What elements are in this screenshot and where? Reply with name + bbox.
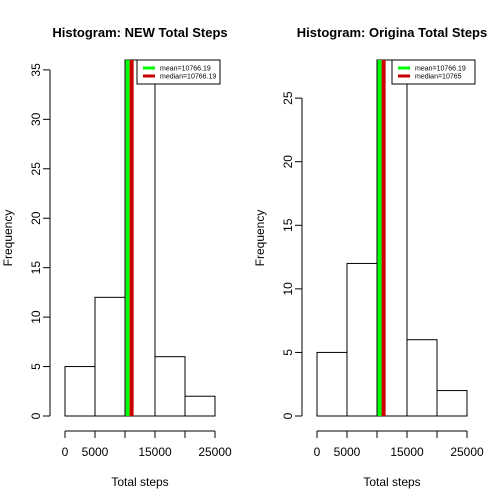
chart-panel-1: Histogram: NEW Total Steps 0 5000 15000 2500… bbox=[1, 25, 232, 489]
chart-title: Histogram: NEW Total Steps bbox=[52, 25, 227, 40]
y-tick-label: 25 bbox=[29, 162, 43, 176]
chart-panel-2: Histogram: Origina Total Steps 0 5000 15000… bbox=[253, 25, 487, 489]
y-tick-label: 25 bbox=[281, 91, 295, 105]
y-tick-label: 5 bbox=[281, 349, 295, 356]
histogram-bar bbox=[184, 395, 216, 417]
x-axis-label: Total steps bbox=[111, 475, 168, 489]
legend-box bbox=[136, 59, 221, 85]
y-tick-label: 20 bbox=[281, 155, 295, 169]
x-tick-label: 15000 bbox=[138, 445, 172, 459]
x-axis-label: Total steps bbox=[363, 475, 420, 489]
histogram-bar bbox=[406, 339, 438, 417]
y-tick-label: 35 bbox=[29, 63, 43, 77]
y-tick-label: 0 bbox=[29, 412, 43, 419]
histogram-bar bbox=[436, 390, 468, 417]
histogram-bar bbox=[64, 366, 96, 417]
x-tick-label: 5000 bbox=[82, 445, 109, 459]
chart-title: Histogram: Origina Total Steps bbox=[297, 25, 487, 40]
y-tick-label: 15 bbox=[281, 218, 295, 232]
legend-label: mean=10766.19 bbox=[160, 66, 211, 73]
y-axis-label: Frequency bbox=[253, 210, 267, 267]
histogram-bar bbox=[94, 296, 126, 417]
x-tick-label: 5000 bbox=[334, 445, 361, 459]
legend-label: median=10765 bbox=[415, 74, 462, 81]
y-tick-label: 10 bbox=[29, 310, 43, 324]
x-tick-label: 25000 bbox=[198, 445, 232, 459]
y-tick-label: 10 bbox=[281, 282, 295, 296]
y-tick-label: 30 bbox=[29, 112, 43, 126]
x-tick-label: 0 bbox=[62, 445, 69, 459]
y-tick-label: 15 bbox=[29, 261, 43, 275]
x-tick-label: 25000 bbox=[450, 445, 484, 459]
legend-label: median=10766.19 bbox=[160, 74, 216, 81]
y-axis-label: Frequency bbox=[1, 210, 15, 267]
x-tick-label: 0 bbox=[314, 445, 321, 459]
histogram-bar bbox=[346, 262, 378, 417]
x-tick-label: 15000 bbox=[390, 445, 424, 459]
histogram-bar bbox=[154, 356, 186, 417]
legend-label: mean=10766.19 bbox=[415, 66, 466, 73]
y-tick-label: 20 bbox=[29, 211, 43, 225]
histogram-bar bbox=[316, 351, 348, 417]
y-tick-label: 0 bbox=[281, 412, 295, 419]
y-tick-label: 5 bbox=[29, 363, 43, 370]
legend-box bbox=[391, 59, 476, 85]
